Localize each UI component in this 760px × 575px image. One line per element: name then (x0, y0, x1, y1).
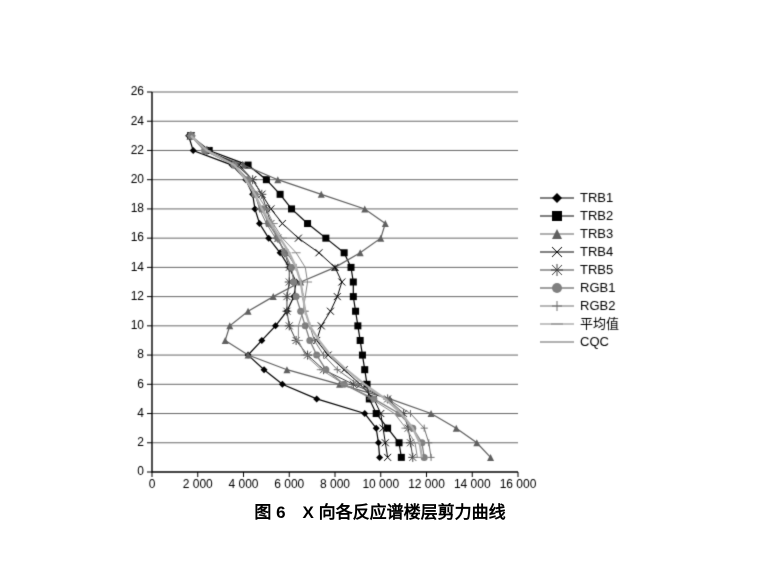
chart-canvas (0, 0, 760, 570)
chart-container (0, 0, 760, 575)
figure-caption: 图 6 X 向各反应谱楼层剪力曲线 (0, 498, 760, 523)
